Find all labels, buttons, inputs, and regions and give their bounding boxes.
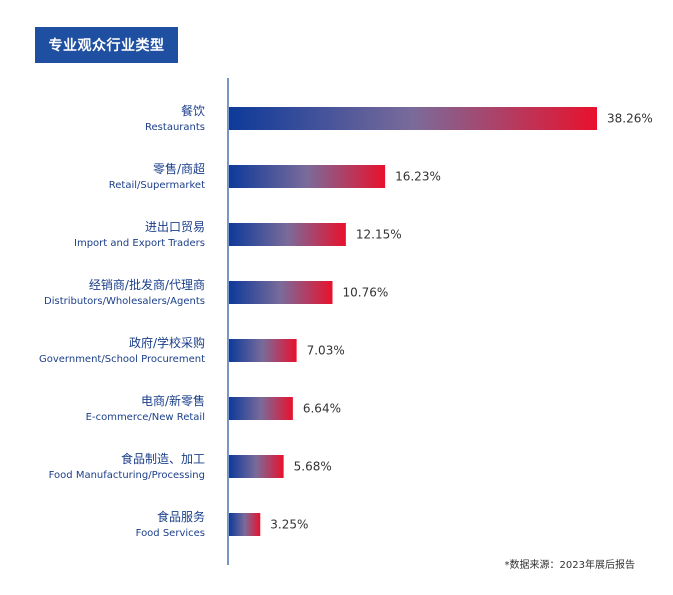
bar [229,513,261,536]
category-label-en: Distributors/Wholesalers/Agents [44,296,205,307]
category-label-en: Import and Export Traders [74,238,205,249]
bar [229,455,284,478]
category-label-zh: 食品服务 [157,509,205,524]
category-label-zh: 零售/商超 [153,161,205,176]
category-label-zh: 餐饮 [181,103,205,118]
chart-title-box: 专业观众行业类型 [35,27,178,63]
category-label-en: Restaurants [145,122,205,133]
bar [229,223,346,246]
category-label-en: E-commerce/New Retail [86,412,205,423]
bar [229,281,333,304]
bar [229,397,293,420]
bar [229,339,297,362]
category-label-zh: 食品制造、加工 [121,451,205,466]
category-label-zh: 进出口贸易 [145,220,205,234]
category-label-zh: 经销商/批发商/代理商 [89,277,205,292]
bar-value-label: 38.26% [607,112,653,126]
category-label-zh: 电商/新零售 [141,393,205,408]
bar-value-label: 7.03% [307,344,345,358]
chart-marks: 38.26% 餐饮 Restaurants 16.23% 零售/商超 Retail/Sup… [39,103,653,539]
bar [229,165,386,188]
category-label-en: Food Manufacturing/Processing [49,470,205,481]
bar-value-label: 16.23% [395,170,441,184]
category-label-en: Government/School Procurement [39,354,205,365]
chart-title: 专业观众行业类型 [48,38,165,54]
source-note: *数据来源：2023年展后报告 [504,560,635,571]
bar-value-label: 12.15% [356,228,402,242]
bar [229,107,597,130]
bar-value-label: 5.68% [294,460,332,474]
bar-value-label: 6.64% [303,402,341,416]
bar-value-label: 3.25% [270,518,308,532]
category-label-en: Food Services [136,528,205,539]
bar-value-label: 10.76% [342,286,388,300]
category-label-zh: 政府/学校采购 [129,335,205,350]
category-label-en: Retail/Supermarket [109,180,205,191]
